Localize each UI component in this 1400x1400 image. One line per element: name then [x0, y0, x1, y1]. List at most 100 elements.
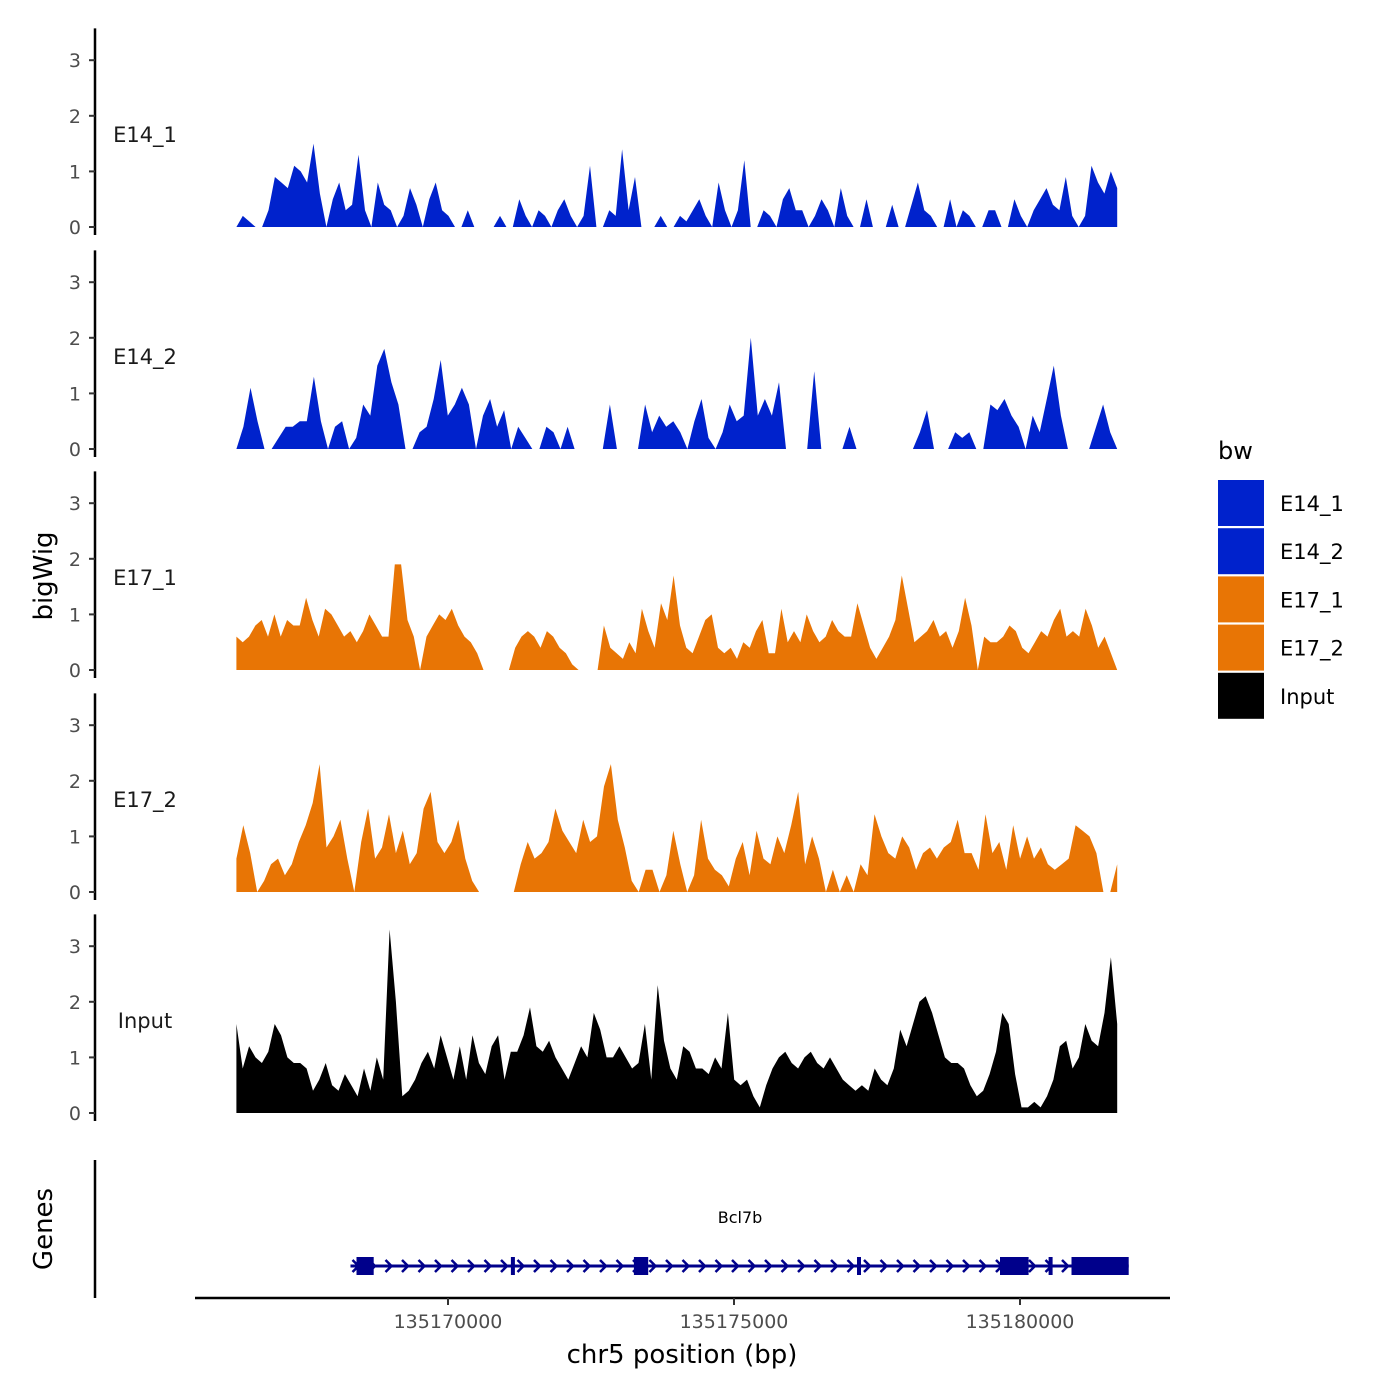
signal-area-E17_1 — [236, 564, 1118, 670]
strand-arrow-icon — [797, 1259, 806, 1273]
strand-arrow-icon — [384, 1259, 394, 1273]
y-tick-label: 2 — [69, 106, 81, 128]
legend-label: E17_2 — [1280, 637, 1344, 662]
x-axis-ticks: 135170000 135175000 135180000 — [394, 1298, 1075, 1333]
strand-arrow-icon — [434, 1259, 443, 1273]
legend-label: E14_1 — [1280, 492, 1344, 517]
strand-arrow-icon — [599, 1259, 608, 1273]
legend-items: E14_1 E14_2 E17_1 E17_2 Input — [1218, 480, 1344, 719]
signal-area-E17_2 — [236, 764, 1118, 892]
x-axis-title: chr5 position (bp) — [567, 1340, 798, 1370]
strand-arrow-icon — [830, 1259, 839, 1273]
track-Input: 0 1 2 3 Input — [69, 914, 1118, 1125]
signal-area-Input — [236, 929, 1118, 1113]
legend-item-E14_2: E14_2 — [1218, 528, 1344, 575]
genes-track: Genes Bcl7b — [29, 1160, 1129, 1298]
strand-arrow-icon — [648, 1259, 658, 1273]
legend-item-E14_1: E14_1 — [1218, 480, 1344, 526]
y-tick-label: 1 — [69, 383, 81, 405]
signal-area-E14_2 — [236, 337, 1118, 449]
gene-exon — [1048, 1257, 1053, 1275]
legend-swatch — [1218, 576, 1264, 623]
strand-arrow-icon — [962, 1259, 971, 1273]
y-tick-label: 0 — [69, 882, 81, 904]
gene-exon — [1000, 1257, 1029, 1275]
track-label-Input: Input — [118, 1009, 172, 1033]
y-tick-label: 3 — [69, 936, 81, 958]
x-tick-label: 135180000 — [966, 1311, 1075, 1333]
genes-track-label: Genes — [29, 1188, 59, 1270]
legend-swatch — [1218, 528, 1264, 575]
legend-label: E14_2 — [1280, 540, 1344, 565]
gene-exon — [1071, 1257, 1129, 1275]
y-tick-label: 0 — [69, 217, 81, 239]
track-label-E17_2: E17_2 — [113, 788, 177, 813]
strand-arrow-icon — [879, 1259, 889, 1273]
strand-arrow-icon — [1028, 1259, 1037, 1273]
strand-arrow-icon — [483, 1259, 493, 1273]
y-tick-label: 3 — [69, 493, 81, 515]
strand-arrow-icon — [533, 1259, 542, 1273]
strand-arrow-icon — [978, 1259, 988, 1273]
y-axis-title: bigWig — [29, 531, 59, 620]
y-tick-label: 1 — [69, 604, 81, 626]
legend: bw E14_1 E14_2 E17_1 E17_2 Input — [1218, 437, 1344, 719]
strand-arrow-icon — [929, 1259, 938, 1273]
strand-arrow-icon — [566, 1259, 575, 1273]
strand-arrow-icon — [945, 1259, 955, 1273]
strand-arrow-icon — [582, 1259, 592, 1273]
legend-title: bw — [1218, 437, 1253, 465]
x-tick-label: 135170000 — [394, 1311, 503, 1333]
strand-arrow-icon — [896, 1259, 905, 1273]
gene-model — [350, 1257, 1129, 1275]
legend-swatch — [1218, 672, 1264, 719]
track-E17_1: 0 1 2 3 E17_1 — [69, 471, 1118, 682]
y-tick-label: 1 — [69, 161, 81, 183]
strand-arrow-icon — [731, 1259, 740, 1273]
y-tick-label: 2 — [69, 992, 81, 1014]
y-tick-label: 3 — [69, 715, 81, 737]
y-tick-label: 2 — [69, 771, 81, 793]
strand-arrow-icon — [500, 1259, 509, 1273]
gene-name-label: Bcl7b — [718, 1208, 763, 1227]
track-label-E14_1: E14_1 — [113, 123, 177, 148]
y-tick-label: 2 — [69, 549, 81, 571]
strand-arrow-icon — [681, 1259, 691, 1273]
y-tick-label: 0 — [69, 439, 81, 461]
strand-arrow-icon — [549, 1259, 559, 1273]
signal-tracks: 0 1 2 3 E14_1 0 1 2 3 E14_2 0 1 2 3 E17_1 0 1 2 3 E17_2 0 1 2 3… — [69, 28, 1118, 1125]
strand-arrow-icon — [863, 1259, 872, 1273]
strand-arrow-icon — [698, 1259, 707, 1273]
strand-arrow-icon — [714, 1259, 724, 1273]
legend-label: Input — [1280, 685, 1334, 709]
strand-arrow-icon — [747, 1259, 757, 1273]
signal-area-E14_1 — [236, 143, 1118, 227]
gene-exon — [356, 1257, 374, 1275]
y-tick-label: 2 — [69, 328, 81, 350]
strand-arrow-icon — [1061, 1259, 1070, 1273]
legend-label: E17_1 — [1280, 588, 1344, 613]
y-tick-label: 3 — [69, 272, 81, 294]
legend-swatch — [1218, 480, 1264, 526]
track-label-E17_1: E17_1 — [113, 566, 177, 591]
y-tick-label: 3 — [69, 50, 81, 72]
strand-arrow-icon — [813, 1259, 823, 1273]
strand-arrow-icon — [450, 1259, 460, 1273]
track-E14_2: 0 1 2 3 E14_2 — [69, 250, 1118, 461]
legend-item-E17_2: E17_2 — [1218, 624, 1344, 671]
track-E14_1: 0 1 2 3 E14_1 — [69, 28, 1118, 239]
x-tick-label: 135175000 — [680, 1311, 789, 1333]
strand-arrow-icon — [401, 1259, 410, 1273]
strand-arrow-icon — [516, 1259, 526, 1273]
gene-exon — [633, 1257, 649, 1275]
strand-arrow-icon — [665, 1259, 674, 1273]
y-tick-label: 0 — [69, 660, 81, 682]
strand-arrow-icon — [912, 1259, 922, 1273]
strand-arrow-icon — [780, 1259, 790, 1273]
y-tick-label: 1 — [69, 826, 81, 848]
strand-arrow-icon — [764, 1259, 773, 1273]
strand-arrow-icon — [417, 1259, 427, 1273]
x-axis: 135170000 135175000 135180000 chr5 positio… — [195, 1296, 1170, 1370]
y-tick-label: 1 — [69, 1047, 81, 1069]
